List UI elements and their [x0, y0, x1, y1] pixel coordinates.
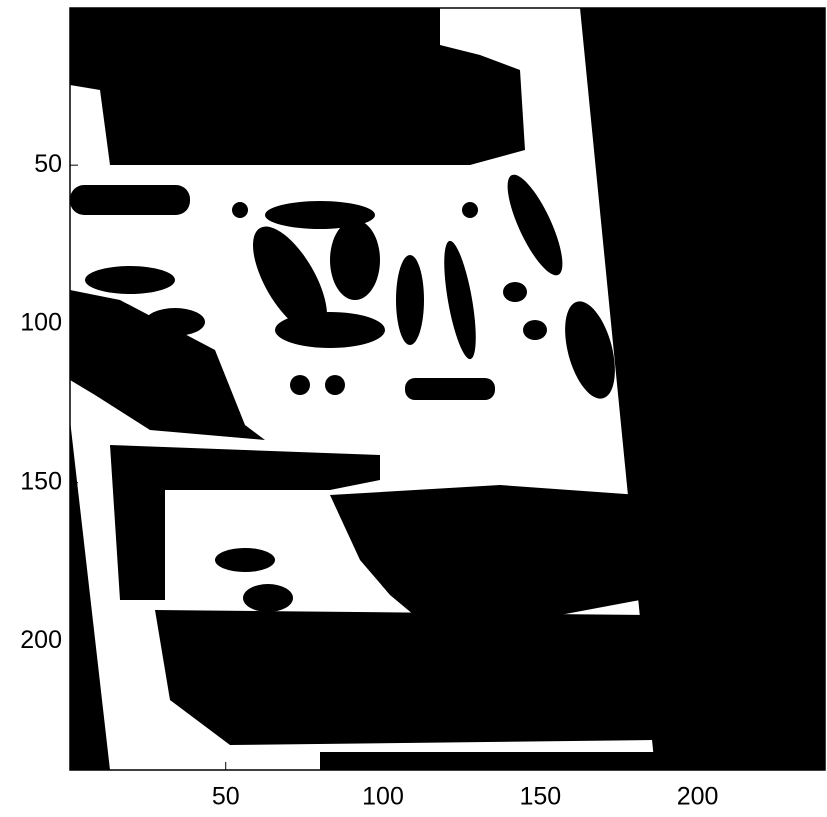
binary-image — [70, 8, 825, 770]
y-tick-label: 150 — [20, 467, 62, 495]
y-tick-label: 100 — [20, 309, 62, 337]
x-tick-label: 50 — [212, 783, 240, 811]
x-tick-label: 200 — [677, 783, 719, 811]
y-tick-label: 50 — [34, 150, 62, 178]
x-tick-label: 150 — [519, 783, 561, 811]
y-tick-label: 200 — [20, 626, 62, 654]
x-tick-label: 100 — [362, 783, 404, 811]
axes-frame — [69, 7, 826, 771]
